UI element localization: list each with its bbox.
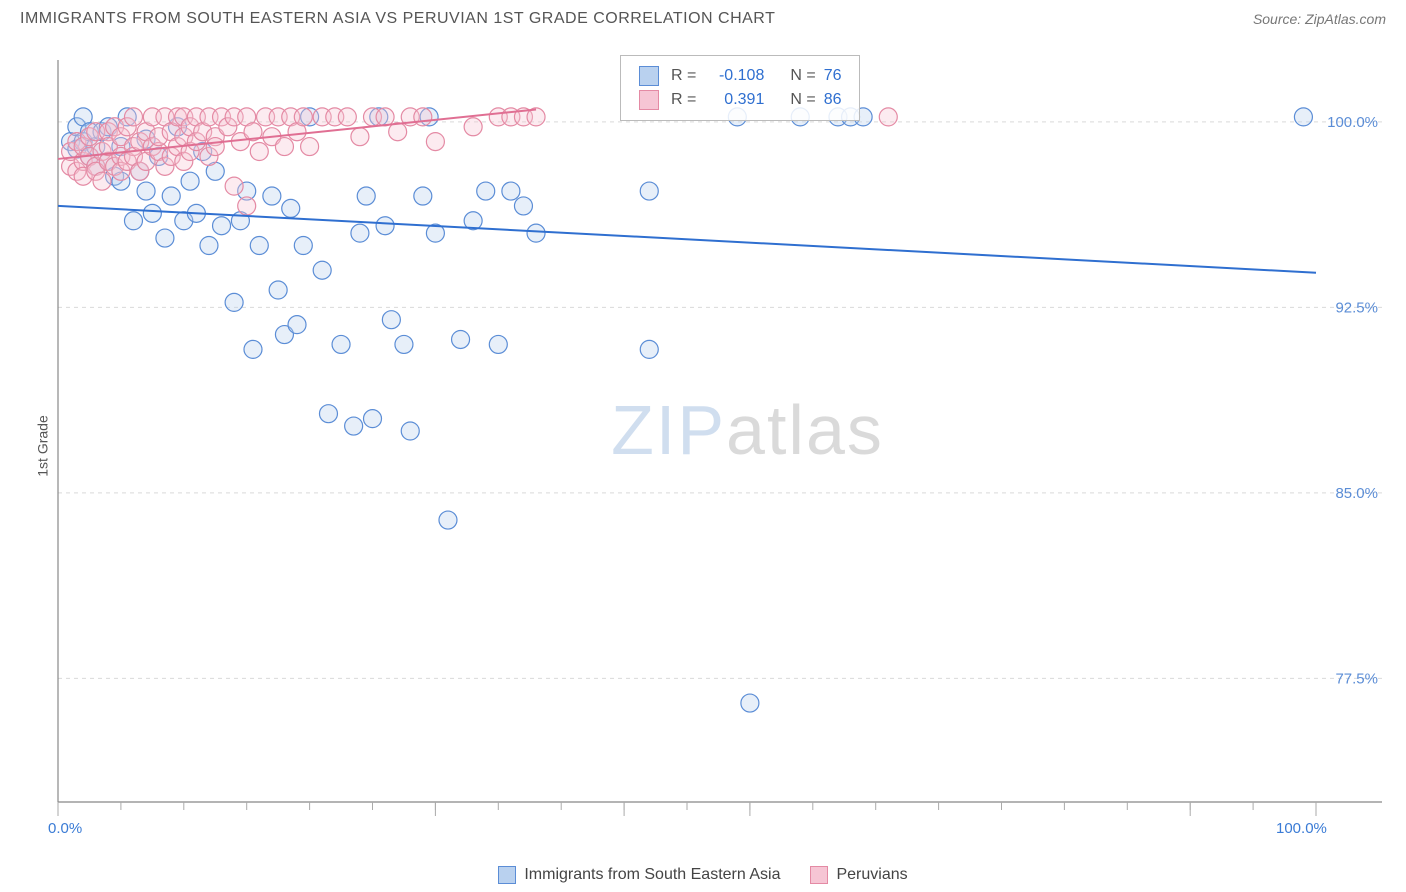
legend-item: Immigrants from South Eastern Asia: [498, 866, 780, 884]
legend-r-value: 0.391: [704, 91, 764, 109]
header-bar: IMMIGRANTS FROM SOUTH EASTERN ASIA VS PE…: [0, 0, 1406, 34]
x-axis-min-label: 0.0%: [48, 820, 82, 837]
chart-source: Source: ZipAtlas.com: [1253, 11, 1386, 27]
legend-label: Immigrants from South Eastern Asia: [524, 866, 780, 884]
legend-item: Peruvians: [810, 866, 907, 884]
legend-stat-row: R = 0.391 N = 86: [639, 90, 841, 110]
correlation-legend: R = -0.108 N = 76 R = 0.391 N = 86: [620, 55, 860, 121]
legend-swatch: [639, 90, 659, 110]
legend-r-label: R =: [671, 91, 696, 109]
legend-swatch: [498, 866, 516, 884]
legend-n-label: N =: [790, 91, 815, 109]
svg-text:85.0%: 85.0%: [1335, 485, 1378, 502]
x-axis-max-label: 100.0%: [1276, 820, 1327, 837]
legend-n-value: 76: [824, 67, 842, 85]
chart-title: IMMIGRANTS FROM SOUTH EASTERN ASIA VS PE…: [20, 10, 775, 28]
series-legend: Immigrants from South Eastern Asia Peruvi…: [0, 866, 1406, 884]
legend-n-label: N =: [790, 67, 815, 85]
legend-swatch: [639, 66, 659, 86]
svg-text:77.5%: 77.5%: [1335, 670, 1378, 687]
svg-text:100.0%: 100.0%: [1327, 114, 1378, 131]
y-axis-label: 1st Grade: [35, 415, 51, 476]
chart-area: 77.5%85.0%92.5%100.0% ZIPatlas R = -0.10…: [50, 50, 1386, 842]
svg-text:92.5%: 92.5%: [1335, 299, 1378, 316]
legend-swatch: [810, 866, 828, 884]
legend-r-label: R =: [671, 67, 696, 85]
legend-n-value: 86: [824, 91, 842, 109]
legend-r-value: -0.108: [704, 67, 764, 85]
legend-label: Peruvians: [836, 866, 907, 884]
legend-stat-row: R = -0.108 N = 76: [639, 66, 841, 86]
scatter-plot-svg: 77.5% 85.0% 92.5% 100.0%: [50, 50, 1386, 842]
